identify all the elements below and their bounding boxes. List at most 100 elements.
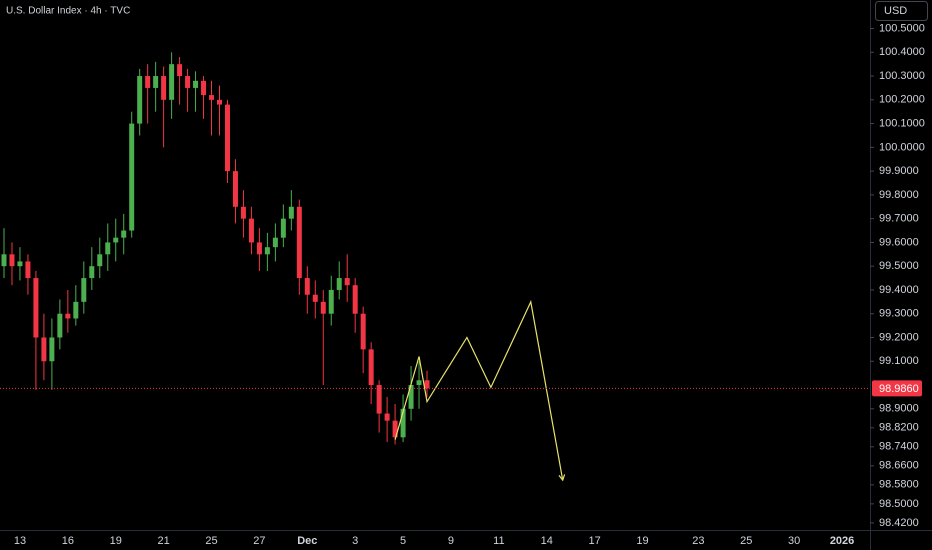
candle-body [336,278,342,290]
candle-body [304,278,310,295]
projection-arrowhead [558,474,566,482]
x-tick-label: 11 [493,535,504,547]
candle-body [121,230,127,238]
y-tick-label: 98.4200 [879,517,919,529]
x-tick-label: 9 [448,535,454,547]
candle-body [81,278,87,302]
x-tick-label: 21 [157,535,169,547]
candle-body [320,301,326,314]
x-tick-label: 30 [788,535,800,547]
candle-body [312,294,318,302]
y-tick-label: 99.7000 [879,213,919,225]
candle-body [97,254,103,267]
y-tick-label: 99.3000 [879,308,919,320]
candle-body [296,206,302,279]
currency-label[interactable]: USD [884,5,907,17]
x-tick-label: 17 [589,535,601,547]
y-tick-label: 99.9000 [879,165,919,177]
x-tick-label: 16 [62,535,74,547]
y-tick-label: 98.9000 [879,403,919,415]
candle-body [41,337,47,362]
candle-body [232,171,238,207]
x-tick-label: 2026 [830,535,854,547]
candle-body [209,95,215,100]
candle-body [360,313,366,350]
candle-body [129,123,135,231]
candle-body [280,218,286,238]
candle-body [9,254,15,267]
candle-body [272,237,278,248]
candle-body [33,278,39,338]
candle-body [177,64,183,77]
x-tick-label: 3 [352,535,358,547]
y-tick-label: 98.5800 [879,479,919,491]
x-tick-label: Dec [297,535,317,547]
currency-button[interactable] [875,1,928,21]
candle-body [328,289,334,314]
candle-body [73,301,79,319]
y-tick-label: 99.1000 [879,355,919,367]
candle-body [17,261,23,267]
candle-body [137,76,143,124]
x-tick-label: 25 [740,535,752,547]
y-tick-label: 99.2000 [879,331,919,343]
x-tick-label: 14 [541,535,553,547]
candle-body [25,261,31,279]
y-tick-label: 100.0000 [879,141,925,153]
candle-body [105,242,111,255]
candle-body [193,80,199,88]
candle-body [416,380,422,386]
x-tick-label: 5 [400,535,406,547]
candle-body [264,247,270,255]
x-tick-label: 13 [14,535,26,547]
last-price-box [872,380,922,397]
y-tick-label: 99.4000 [879,284,919,296]
candle-body [288,206,294,219]
chart-title: U.S. Dollar Index · 4h · TVC [6,6,130,17]
candle-body [392,420,398,438]
y-tick-label: 100.1000 [879,117,925,129]
candle-body [161,76,167,100]
y-tick-label: 100.5000 [879,22,925,34]
candle-body [49,337,55,362]
candle-body [113,237,119,243]
x-tick-label: 25 [205,535,217,547]
y-tick-label: 100.4000 [879,46,925,58]
candle-body [384,413,390,421]
x-tick-label: 19 [636,535,648,547]
last-price-label: 98.9860 [879,383,919,395]
candle-body [344,278,350,286]
y-tick-label: 98.8200 [879,422,919,434]
candle-body [224,104,230,172]
candle-body [185,76,191,88]
candle-body [408,385,414,409]
x-tick-label: 19 [110,535,122,547]
y-tick-label: 98.6600 [879,460,919,472]
y-tick-label: 98.7400 [879,441,919,453]
candle-body [424,380,430,389]
candle-body [145,76,151,88]
y-tick-label: 99.6000 [879,236,919,248]
candle-body [1,254,7,267]
candle-body [65,313,71,319]
candle-body [400,408,406,438]
candle-body [57,313,63,338]
candle-body [368,349,374,386]
candle-body [153,76,159,88]
y-tick-label: 99.5000 [879,260,919,272]
candle-body [248,218,254,243]
candle-body [216,99,222,105]
candle-body [169,64,175,100]
y-tick-label: 98.5000 [879,498,919,510]
y-tick-label: 100.2000 [879,94,925,106]
candle-body [256,242,262,255]
candle-body [201,80,207,96]
candle-body [352,285,358,314]
x-tick-label: 27 [253,535,265,547]
candle-body [376,385,382,414]
candle-body [89,266,95,279]
y-tick-label: 99.8000 [879,189,919,201]
projection-line [394,299,564,481]
